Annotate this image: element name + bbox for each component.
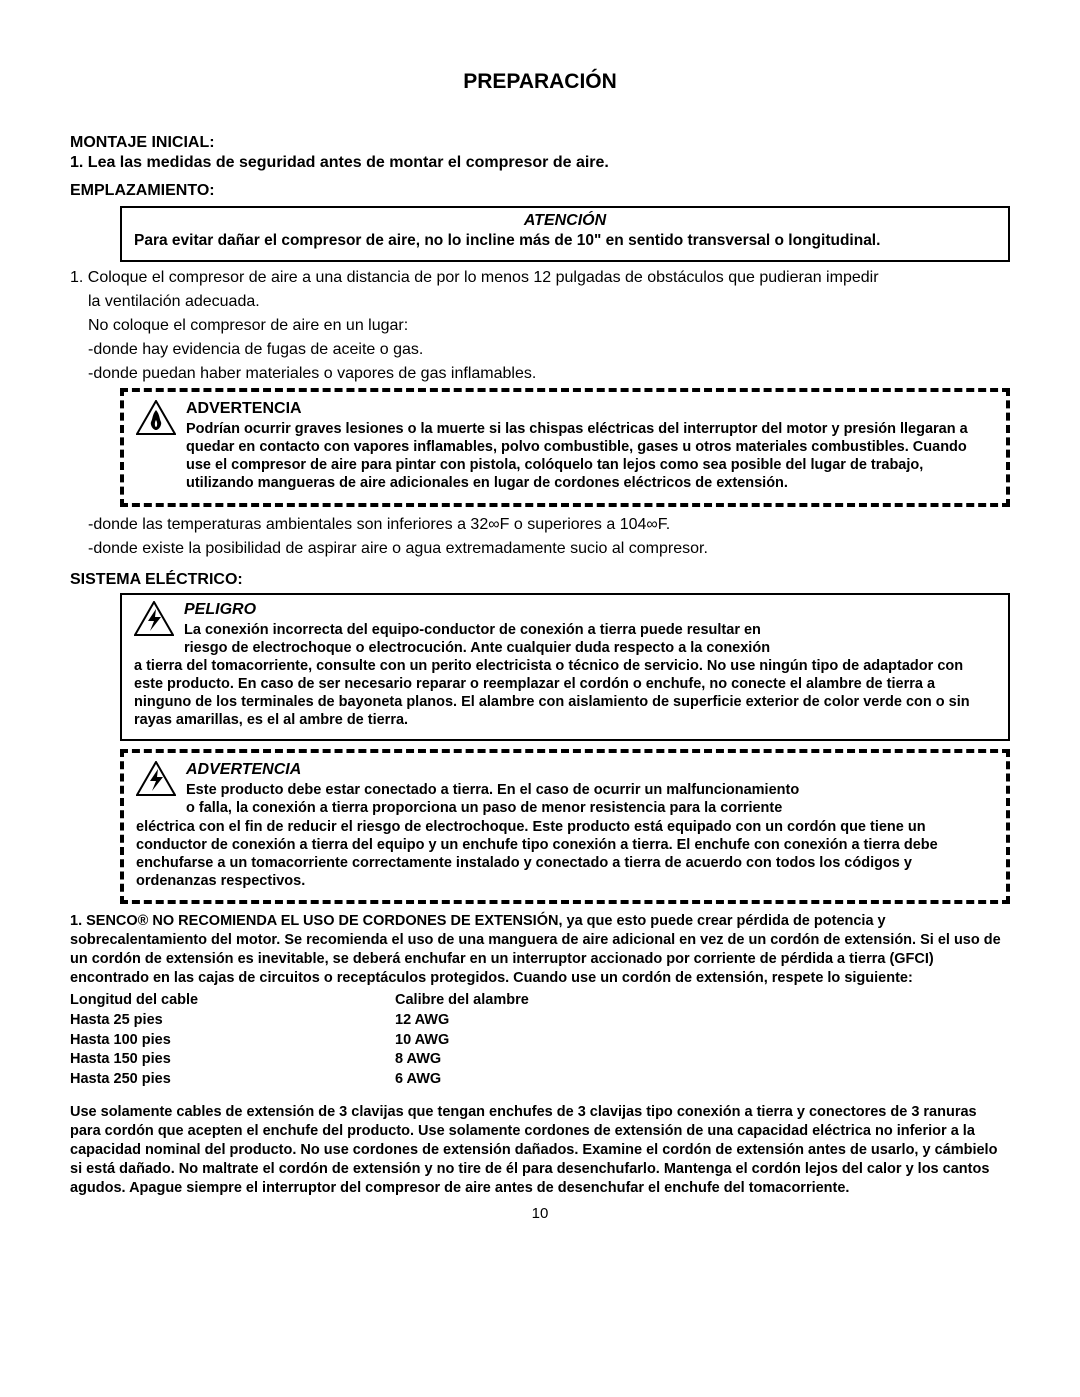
peligro-line1: La conexión incorrecta del equipo-conduc… bbox=[184, 621, 996, 639]
shock-warning-icon bbox=[136, 761, 176, 797]
advertencia-fire-box: ADVERTENCIA Podrían ocurrir graves lesio… bbox=[120, 388, 1010, 507]
advertencia-ground-rest: eléctrica con el fin de reducir el riesg… bbox=[136, 818, 994, 891]
table-row: Hasta 250 pies 6 AWG bbox=[70, 1070, 1010, 1090]
document-page: PREPARACIÓN MONTAJE INICIAL: 1. Lea las … bbox=[0, 0, 1080, 1252]
table-cell: 6 AWG bbox=[395, 1070, 595, 1090]
table-cell: Hasta 100 pies bbox=[70, 1031, 395, 1051]
cord-table: Longitud del cable Calibre del alambre H… bbox=[70, 991, 1010, 1089]
cord-note: 1. SENCO® NO RECOMIENDA EL USO DE CORDON… bbox=[70, 912, 1010, 987]
electrico-heading: SISTEMA ELÉCTRICO: bbox=[70, 571, 1010, 589]
table-cell: Hasta 250 pies bbox=[70, 1070, 395, 1090]
table-row: Hasta 150 pies 8 AWG bbox=[70, 1050, 1010, 1070]
table-cell: 10 AWG bbox=[395, 1031, 595, 1051]
table-row: Hasta 100 pies 10 AWG bbox=[70, 1031, 1010, 1051]
placement-p2: No coloque el compresor de aire en un lu… bbox=[70, 316, 1010, 336]
peligro-label: PELIGRO bbox=[184, 601, 996, 619]
table-cell: 12 AWG bbox=[395, 1011, 595, 1031]
advertencia-ground-l2: o falla, la conexión a tierra proporcion… bbox=[186, 799, 994, 817]
table-cell: 8 AWG bbox=[395, 1050, 595, 1070]
fire-warning-icon bbox=[136, 400, 176, 436]
table-row: Hasta 25 pies 12 AWG bbox=[70, 1011, 1010, 1031]
table-cell: Hasta 150 pies bbox=[70, 1050, 395, 1070]
atencion-box: ATENCIÓN Para evitar dañar el compresor … bbox=[120, 206, 1010, 262]
placement-p1b: la ventilación adecuada. bbox=[70, 292, 1010, 312]
placement-p6: -donde existe la posibilidad de aspirar … bbox=[70, 539, 1010, 559]
emplazamiento-heading: EMPLAZAMIENTO: bbox=[70, 182, 1010, 200]
page-title: PREPARACIÓN bbox=[70, 70, 1010, 94]
table-head-length: Longitud del cable bbox=[70, 991, 395, 1011]
advertencia-fire-text: Podrían ocurrir graves lesiones o la mue… bbox=[186, 420, 994, 493]
placement-p5: -donde las temperaturas ambientales son … bbox=[70, 515, 1010, 535]
table-head-gauge: Calibre del alambre bbox=[395, 991, 595, 1011]
placement-p1a: 1. Coloque el compresor de aire a una di… bbox=[70, 268, 1010, 288]
peligro-line2: riesgo de electrochoque o electrocución.… bbox=[184, 639, 996, 657]
table-header-row: Longitud del cable Calibre del alambre bbox=[70, 991, 1010, 1011]
table-cell: Hasta 25 pies bbox=[70, 1011, 395, 1031]
advertencia-ground-l1: Este producto debe estar conectado a tie… bbox=[186, 781, 994, 799]
advertencia-ground-box: ADVERTENCIA Este producto debe estar con… bbox=[120, 749, 1010, 904]
peligro-rest: a tierra del tomacorriente, consulte con… bbox=[134, 657, 996, 730]
montaje-line: 1. Lea las medidas de seguridad antes de… bbox=[70, 154, 1010, 172]
peligro-box: PELIGRO La conexión incorrecta del equip… bbox=[120, 593, 1010, 742]
shock-danger-icon bbox=[134, 601, 174, 637]
atencion-label: ATENCIÓN bbox=[134, 212, 996, 230]
placement-p3: -donde hay evidencia de fugas de aceite … bbox=[70, 340, 1010, 360]
placement-p4: -donde puedan haber materiales o vapores… bbox=[70, 364, 1010, 384]
page-number: 10 bbox=[70, 1205, 1010, 1222]
footer-note: Use solamente cables de extensión de 3 c… bbox=[70, 1103, 1010, 1197]
advertencia-ground-label: ADVERTENCIA bbox=[186, 761, 994, 779]
advertencia-fire-label: ADVERTENCIA bbox=[186, 400, 994, 418]
montaje-heading: MONTAJE INICIAL: bbox=[70, 134, 1010, 152]
atencion-text: Para evitar dañar el compresor de aire, … bbox=[134, 232, 996, 250]
